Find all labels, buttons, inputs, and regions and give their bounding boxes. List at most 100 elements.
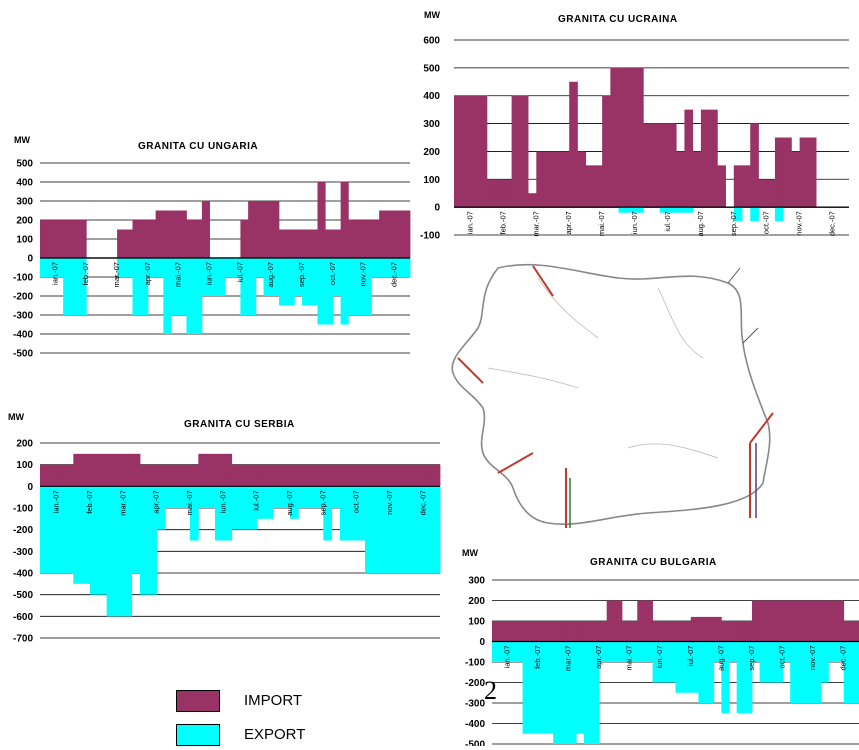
bar-export <box>47 258 56 277</box>
moldova-link <box>742 327 759 344</box>
bar-export <box>181 486 191 508</box>
bar-export <box>281 486 291 508</box>
bar-export <box>131 486 141 573</box>
bar-export <box>750 207 759 222</box>
bar-import <box>602 95 611 208</box>
x-tick-label: mai.-07 <box>174 262 183 287</box>
bar-import <box>290 464 299 487</box>
y-tick-label: 200 <box>16 439 33 450</box>
y-tick-label: -100 <box>420 231 440 242</box>
x-tick-label: iun.-07 <box>655 646 664 669</box>
bar-import <box>729 621 738 642</box>
bar-import <box>585 165 595 208</box>
bar-import <box>583 621 592 642</box>
x-tick-label: iun.-07 <box>205 262 214 285</box>
x-tick-label: oct.-07 <box>328 262 337 285</box>
bar-import <box>820 600 829 642</box>
bar-export <box>331 486 341 508</box>
bar-import <box>56 464 66 487</box>
bar-export <box>635 207 644 213</box>
bar-import <box>721 621 730 642</box>
x-tick-label: apr.-07 <box>594 646 603 669</box>
bar-export <box>373 486 383 573</box>
map-illustration <box>451 263 774 528</box>
bar-import <box>81 453 91 487</box>
bar-import <box>790 600 799 642</box>
bar-export <box>652 641 661 683</box>
bar-export <box>560 641 569 744</box>
bar-export <box>55 258 64 277</box>
bar-import <box>294 229 303 258</box>
chart-plot: -700 -600 -500 -400 -300 -200 -100 0 100 200 ian.-… <box>13 439 441 645</box>
bar-import <box>363 220 372 258</box>
y-tick-label: 400 <box>16 178 33 189</box>
bar-import <box>692 151 702 208</box>
bar-import <box>774 137 784 208</box>
bar-import <box>348 220 357 258</box>
bar-export <box>406 486 416 573</box>
x-tick-label: dec.-07 <box>390 262 399 287</box>
bar-import <box>223 453 233 487</box>
x-tick-label: feb.-07 <box>85 490 94 513</box>
bar-import <box>206 453 216 487</box>
x-tick-label: sep.-07 <box>297 262 306 287</box>
bar-export <box>729 641 738 662</box>
bar-import <box>248 201 257 258</box>
bar-import <box>683 621 692 642</box>
bar-export <box>790 641 799 703</box>
bar-export <box>206 486 216 508</box>
bar-export <box>621 641 631 662</box>
legend-swatch-export <box>176 724 220 746</box>
bar-export <box>56 486 66 573</box>
bar-import <box>131 453 141 487</box>
bar-export <box>759 641 768 683</box>
bar-import <box>215 453 224 487</box>
bar-export <box>223 486 233 541</box>
chart-plot: -100 0 100 200 300 400 500 600 ian.-07 feb.-07 mar… <box>420 36 849 242</box>
x-tick-label: ian.-07 <box>52 490 61 513</box>
x-tick-label: oct.-07 <box>762 211 771 234</box>
x-tick-label: sep.-07 <box>747 646 756 671</box>
y-tick-label: -700 <box>13 634 33 645</box>
bar-export <box>721 641 730 714</box>
bar-export <box>626 207 636 213</box>
bar-import <box>371 220 380 258</box>
bar-export <box>675 641 684 693</box>
bar-export <box>306 486 316 508</box>
bar-export <box>215 486 224 541</box>
bar-import <box>90 453 99 487</box>
bar-export <box>751 641 761 662</box>
bar-import <box>593 165 603 208</box>
bar-import <box>522 621 531 642</box>
bar-export <box>415 486 424 573</box>
bar-import <box>40 464 49 487</box>
bar-import <box>503 179 513 208</box>
bar-export <box>63 258 72 315</box>
bar-export <box>317 258 326 325</box>
bar-import <box>644 600 653 642</box>
bar-import <box>386 210 395 258</box>
bar-import <box>356 464 366 487</box>
bar-import <box>331 464 341 487</box>
bar-export <box>171 258 180 315</box>
bar-import <box>271 201 280 258</box>
x-tick-label: nov.-07 <box>359 262 368 286</box>
bar-export <box>123 486 133 617</box>
x-tick-label: mai.-07 <box>597 211 606 236</box>
bar-export <box>298 486 308 508</box>
y-tick-label: -300 <box>13 311 33 322</box>
bar-import <box>379 210 388 258</box>
x-tick-label: sep.-07 <box>318 490 327 515</box>
ukraine-link-north <box>532 265 554 297</box>
bar-export <box>386 258 395 277</box>
y-tick-label: 200 <box>16 216 33 227</box>
bar-export <box>660 641 669 683</box>
bar-import <box>48 464 58 487</box>
bar-import <box>797 600 806 642</box>
bar-export <box>140 258 149 315</box>
bar-import <box>286 229 295 258</box>
bar-export <box>492 641 501 662</box>
bar-import <box>635 67 644 208</box>
bar-import <box>614 600 623 642</box>
bar-export <box>606 641 615 662</box>
